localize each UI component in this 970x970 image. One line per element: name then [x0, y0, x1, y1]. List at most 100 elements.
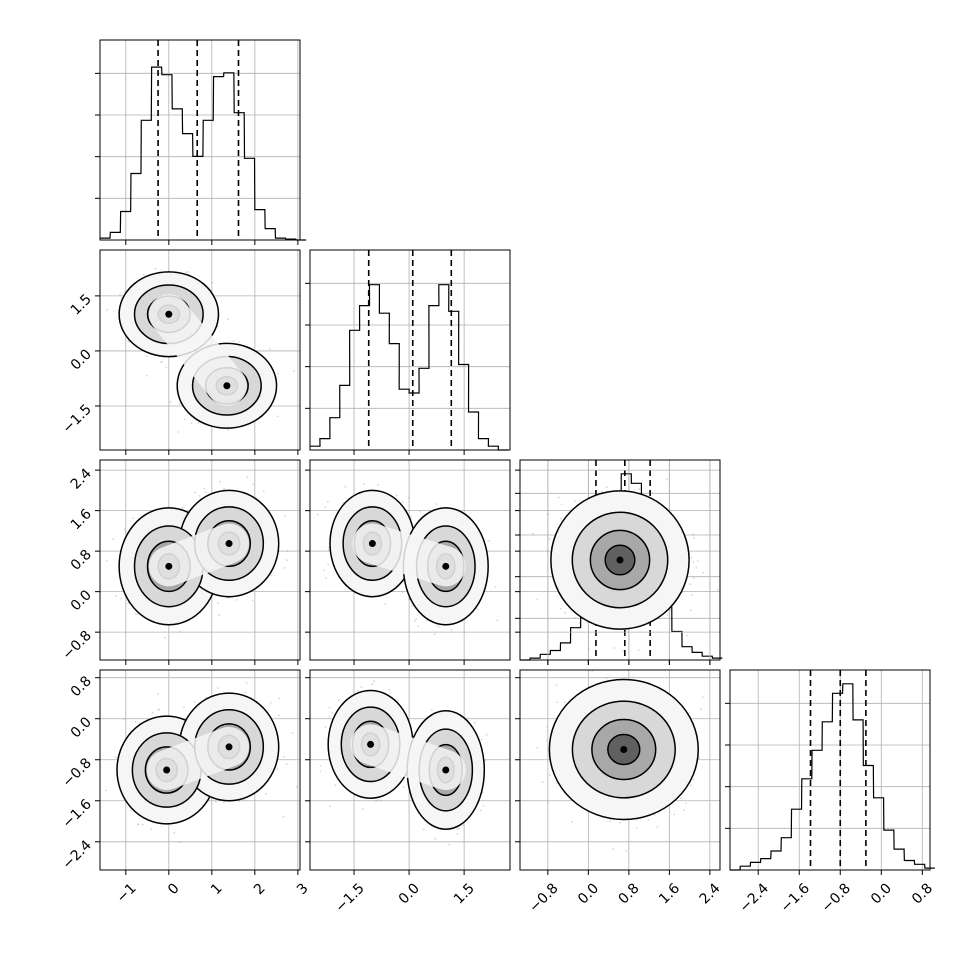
x-tick-label: 3 [294, 880, 312, 898]
sample-point [377, 799, 380, 801]
sample-point [329, 805, 331, 808]
contour-bridge [352, 523, 466, 587]
sample-point [154, 267, 157, 270]
sample-point [246, 476, 249, 479]
sample-point [479, 809, 482, 812]
density-panel-2-2 [515, 459, 721, 665]
panel-frame [519, 459, 721, 661]
sample-point [496, 619, 499, 622]
sample-point [587, 648, 590, 651]
sample-point [145, 355, 148, 357]
sample-point [161, 361, 164, 363]
sample-point [337, 699, 340, 702]
mode-marker [442, 766, 450, 774]
sample-point [215, 801, 217, 803]
sample-point [122, 718, 125, 720]
sample-point [397, 699, 399, 702]
sample-point [286, 549, 289, 552]
sample-point [476, 608, 479, 610]
sample-point [178, 402, 181, 405]
sample-point [435, 503, 438, 505]
panel-frame [519, 669, 721, 871]
x-tick-label: −0.8 [526, 880, 561, 915]
x-tick-label: 0.0 [575, 880, 602, 907]
panel-content [105, 476, 289, 639]
x-tick-label: −1.5 [332, 880, 367, 915]
sample-point [380, 799, 382, 801]
x-tick-label: 2.4 [697, 880, 724, 907]
sample-point [236, 599, 238, 601]
sample-point [576, 663, 578, 665]
contour-bridge [148, 294, 247, 406]
y-tick-label: −2.4 [59, 837, 94, 872]
hist-step-line [310, 284, 509, 451]
sample-point [231, 597, 234, 599]
sample-point [150, 828, 153, 830]
y-tick-label: −0.8 [59, 628, 94, 663]
sample-point [456, 832, 459, 835]
sample-point [689, 583, 692, 586]
sample-point [203, 487, 206, 490]
sample-point [419, 510, 422, 513]
sample-point [669, 608, 672, 611]
sample-point [177, 431, 180, 433]
sample-point [409, 515, 412, 518]
sample-point [410, 516, 413, 519]
hist-panel-0 [95, 39, 307, 245]
sample-point [458, 827, 461, 830]
y-tick-label: 0.0 [68, 714, 95, 741]
panel-frame [309, 249, 511, 451]
sample-point [624, 634, 626, 636]
mode-marker [163, 766, 171, 774]
x-tick-label: 0.8 [909, 880, 936, 907]
sample-point [214, 458, 216, 460]
contour-bridge [146, 726, 250, 790]
sample-point [183, 706, 185, 709]
sample-point [328, 549, 330, 552]
sample-point [132, 517, 135, 520]
y-tick-label: 0.8 [68, 547, 95, 574]
sample-point [484, 759, 487, 762]
sample-point [693, 537, 695, 540]
sample-point [384, 603, 387, 605]
sample-point [245, 682, 248, 684]
sample-point [548, 774, 551, 776]
sample-point [282, 815, 285, 818]
panel-content [105, 682, 298, 843]
x-tick-label: 1 [208, 880, 226, 898]
sample-point [123, 528, 126, 531]
sample-point [702, 696, 704, 699]
sample-point [605, 677, 608, 679]
sample-point [119, 293, 121, 296]
sample-point [541, 781, 544, 784]
sample-point [127, 340, 130, 343]
sample-point [187, 271, 189, 273]
sample-point [94, 292, 96, 294]
sample-point [548, 538, 551, 540]
hist-step-line [520, 473, 723, 661]
y-tick-label: 0.0 [68, 346, 95, 373]
sample-point [218, 614, 221, 616]
y-tick-label: −0.8 [59, 755, 94, 790]
y-tick-label: 1.5 [68, 291, 95, 318]
sample-point [402, 786, 405, 788]
sample-point [120, 597, 123, 600]
sample-point [286, 763, 288, 766]
sample-point [462, 824, 465, 827]
sample-point [198, 495, 201, 497]
sample-point [278, 714, 280, 717]
sample-point [431, 709, 433, 711]
sample-point [638, 488, 640, 491]
x-tick-label: −2.4 [737, 880, 772, 915]
mode-marker [223, 382, 231, 390]
hist-step-line [730, 683, 935, 871]
density-panel-3-1: −1.5 0.0 1.5 [305, 669, 511, 916]
sample-point [618, 822, 621, 824]
density-panel-3-2: −0.8 0.0 0.8 1.6 2.4 [515, 663, 724, 916]
sample-point [127, 602, 130, 605]
sample-point [414, 620, 416, 622]
sample-point [633, 667, 635, 669]
mode-marker [225, 743, 233, 751]
sample-point [609, 820, 611, 823]
mode-marker [165, 562, 173, 570]
